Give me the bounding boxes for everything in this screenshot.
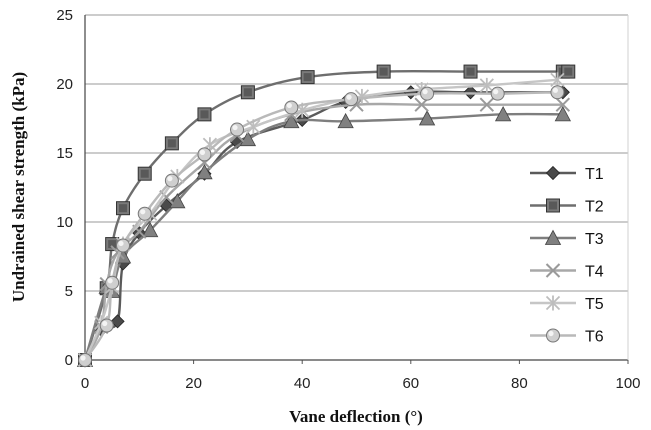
x-tick-label: 60 xyxy=(402,375,419,392)
data-point xyxy=(554,106,572,122)
x-tick-label: 40 xyxy=(294,375,311,392)
data-point xyxy=(284,100,299,115)
y-tick-label: 15 xyxy=(56,145,73,162)
axes xyxy=(84,15,629,364)
legend-marker xyxy=(546,198,560,213)
data-point xyxy=(494,106,512,122)
data-point xyxy=(137,166,152,181)
data-point xyxy=(99,318,114,333)
legend-label: T6 xyxy=(585,329,604,346)
legend-marker xyxy=(544,229,562,245)
legend-marker xyxy=(546,328,560,343)
y-tick-label: 20 xyxy=(56,76,73,93)
series-t6 xyxy=(78,85,565,367)
series-line-t1 xyxy=(83,90,563,361)
legend-item-t2: T2 xyxy=(530,198,604,216)
data-point xyxy=(418,110,436,126)
data-point xyxy=(420,86,435,101)
data-point xyxy=(283,112,300,129)
data-point xyxy=(116,238,131,253)
data-point xyxy=(479,77,494,93)
data-point xyxy=(403,85,418,100)
data-point xyxy=(197,147,212,162)
data-point xyxy=(550,72,565,88)
data-point xyxy=(479,97,495,112)
y-tick-label: 0 xyxy=(65,352,73,369)
legend-label: T2 xyxy=(585,199,604,216)
data-point xyxy=(463,85,478,100)
data-point xyxy=(344,92,359,107)
series-group xyxy=(76,64,576,368)
data-point xyxy=(490,86,505,101)
data-point xyxy=(555,97,571,112)
x-tick-label: 0 xyxy=(81,375,89,392)
data-point xyxy=(137,206,152,221)
legend-marker xyxy=(545,165,561,181)
legend-label: T3 xyxy=(585,231,604,248)
y-tick-label: 25 xyxy=(56,7,73,24)
legend-item-t5: T5 xyxy=(530,295,604,313)
data-point xyxy=(239,130,257,147)
data-point xyxy=(164,136,179,151)
series-t2 xyxy=(78,64,576,367)
x-axis-title: Vane deflection (°) xyxy=(289,407,423,426)
tick-labels: 0 5 10 15 20 25 0 20 40 60 80 100 xyxy=(56,7,640,392)
data-point xyxy=(463,64,478,79)
data-point xyxy=(300,70,315,85)
legend-label: T1 xyxy=(585,166,604,183)
legend-label: T4 xyxy=(585,264,604,281)
data-point xyxy=(196,163,213,180)
x-tick-label: 80 xyxy=(511,375,528,392)
legend-marker xyxy=(545,263,561,278)
gridlines xyxy=(85,14,628,292)
legend-label: T5 xyxy=(585,296,604,313)
y-tick-label: 10 xyxy=(56,214,73,231)
legend-item-t3: T3 xyxy=(530,229,604,248)
data-point xyxy=(230,122,245,137)
data-point xyxy=(110,314,125,329)
data-point xyxy=(78,353,92,367)
series-line-t6 xyxy=(83,91,558,361)
data-point xyxy=(105,275,120,290)
data-point xyxy=(197,107,212,122)
data-point xyxy=(116,201,131,216)
series-t3 xyxy=(76,106,572,367)
data-point xyxy=(550,85,565,100)
legend-item-t6: T6 xyxy=(530,328,604,346)
data-point xyxy=(561,64,576,79)
data-point xyxy=(240,85,255,100)
data-point xyxy=(376,64,391,79)
y-axis-title: Undrained shear strength (kPa) xyxy=(9,72,28,302)
y-tick-label: 5 xyxy=(65,283,73,300)
legend-item-t4: T4 xyxy=(530,263,604,281)
legend-item-t1: T1 xyxy=(530,165,604,183)
data-point xyxy=(337,112,354,129)
data-point xyxy=(141,221,159,238)
data-point xyxy=(164,173,179,188)
data-point xyxy=(169,192,186,209)
x-tick-label: 100 xyxy=(615,375,640,392)
legend-marker xyxy=(545,295,561,311)
series-line-t4 xyxy=(83,102,563,361)
legend: T1 T2 T3 T4 T5 T6 xyxy=(530,165,604,346)
x-tick-label: 20 xyxy=(185,375,202,392)
